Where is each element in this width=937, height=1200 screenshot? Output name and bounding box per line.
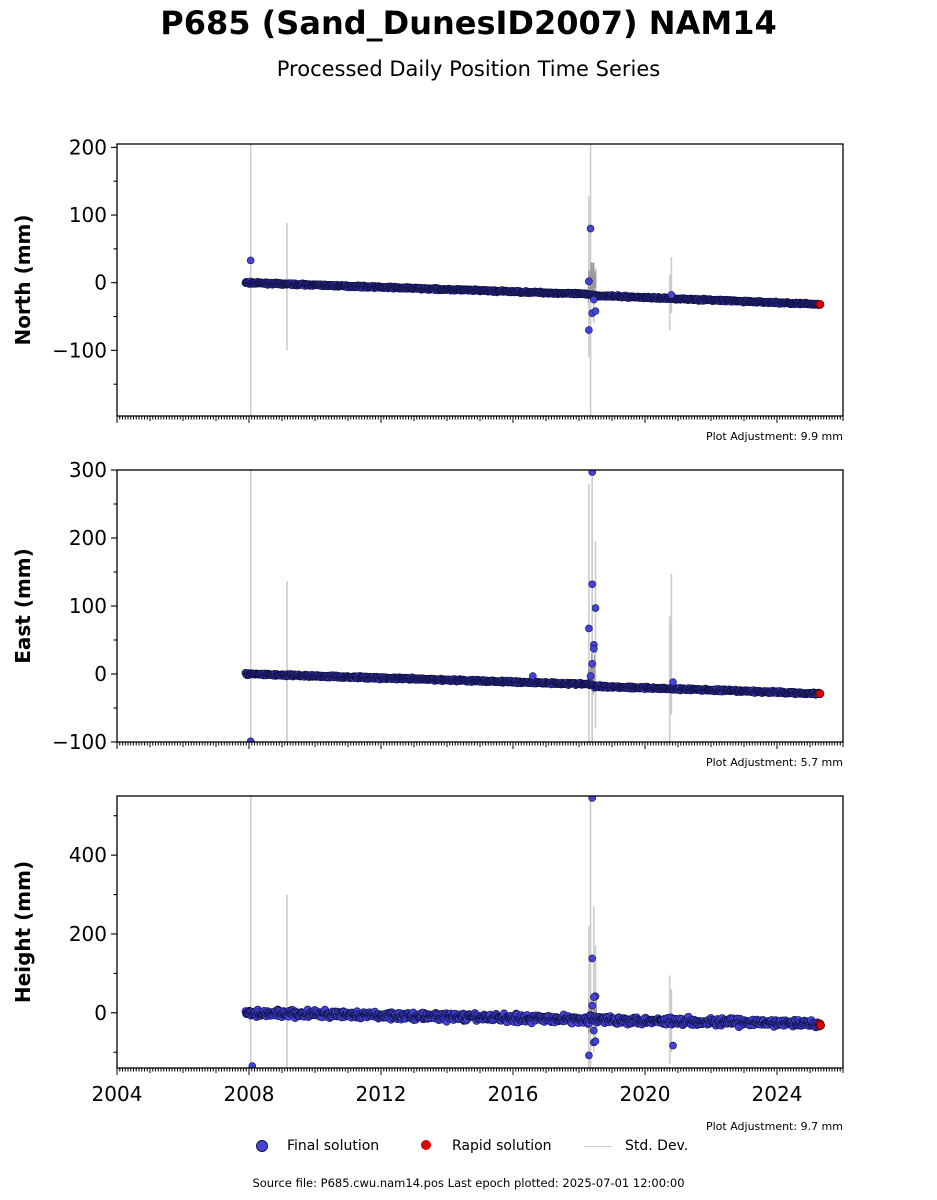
outlier-point bbox=[590, 295, 598, 304]
outlier-point bbox=[669, 678, 677, 686]
chart-title: P685 (Sand_DunesID2007) NAM14 bbox=[160, 4, 777, 42]
x-tick-label: 2024 bbox=[752, 1082, 803, 1106]
y-tick-label: 300 bbox=[69, 458, 107, 482]
outlier-point bbox=[590, 645, 598, 653]
y-tick-label: −100 bbox=[52, 338, 107, 362]
legend-final-marker bbox=[256, 1140, 268, 1152]
legend-final-label: Final solution bbox=[287, 1138, 380, 1154]
y-axis-label: Height (mm) bbox=[11, 861, 35, 1003]
outlier-point bbox=[588, 954, 597, 963]
y-tick-label: 200 bbox=[69, 135, 107, 159]
outlier-point bbox=[528, 672, 537, 680]
x-tick-label: 2020 bbox=[620, 1082, 671, 1106]
y-tick-label: 0 bbox=[94, 662, 107, 686]
rapid-point bbox=[815, 689, 825, 699]
outlier-point bbox=[248, 1062, 257, 1068]
x-tick-label: 2012 bbox=[356, 1082, 407, 1106]
outlier-point bbox=[667, 291, 676, 299]
plot-area-east bbox=[241, 470, 825, 742]
x-tick-label: 2004 bbox=[92, 1082, 143, 1106]
plot-adjustment-label: Plot Adjustment: 9.9 mm bbox=[706, 430, 843, 443]
panel-east: −100 0 100 200 300 East (mm) Plot Adjustment: … bbox=[11, 458, 844, 769]
outlier-point bbox=[585, 624, 593, 633]
outlier-point bbox=[585, 1051, 593, 1060]
outlier-point bbox=[246, 256, 255, 265]
y-tick-label: 100 bbox=[69, 203, 107, 227]
y-tick-label: 100 bbox=[69, 594, 107, 618]
outlier-point bbox=[588, 796, 596, 802]
plot-frame bbox=[116, 469, 844, 743]
outlier-point bbox=[588, 659, 597, 668]
outlier-point bbox=[588, 470, 596, 476]
panel-height: 0 200 400 2004 2008 2012 2016 2020 2024 Height (m… bbox=[11, 795, 844, 1133]
legend-rapid-marker bbox=[421, 1140, 431, 1150]
legend-stddev-label: Std. Dev. bbox=[625, 1138, 689, 1154]
outlier-point bbox=[585, 277, 593, 286]
outlier-point bbox=[591, 604, 600, 612]
plot-area-north bbox=[241, 144, 825, 416]
plot-frame bbox=[116, 143, 844, 417]
x-tick-label: 2016 bbox=[488, 1082, 539, 1106]
outlier-point bbox=[246, 737, 255, 742]
plot-adjustment-label: Plot Adjustment: 9.7 mm bbox=[706, 1120, 843, 1133]
rapid-point bbox=[816, 1021, 825, 1030]
y-axis-label: North (mm) bbox=[11, 214, 35, 345]
outlier-point bbox=[586, 672, 595, 680]
y-tick-label: 0 bbox=[94, 1001, 107, 1025]
outlier-point bbox=[588, 580, 597, 589]
outlier-point bbox=[590, 1026, 598, 1035]
legend-stddev-line bbox=[584, 1146, 612, 1147]
y-tick-label: 200 bbox=[69, 922, 107, 946]
y-tick-label: −100 bbox=[52, 730, 107, 754]
source-file-line: Source file: P685.cwu.nam14.pos Last epo… bbox=[252, 1176, 685, 1190]
outlier-point bbox=[588, 1001, 597, 1010]
outlier-point bbox=[585, 326, 593, 334]
panel-north: −100 0 100 200 North (mm) Plot Adjustment: 9.… bbox=[11, 135, 844, 443]
outlier-point bbox=[586, 224, 595, 233]
y-tick-label: 0 bbox=[94, 271, 107, 295]
plot-adjustment-label: Plot Adjustment: 5.7 mm bbox=[706, 756, 843, 769]
y-tick-label: 400 bbox=[69, 843, 107, 867]
outlier-point bbox=[591, 307, 600, 315]
y-axis-label: East (mm) bbox=[11, 548, 35, 664]
x-tick-label: 2008 bbox=[224, 1082, 275, 1106]
rapid-point bbox=[815, 299, 825, 309]
outlier-point bbox=[669, 1041, 677, 1050]
legend-rapid-label: Rapid solution bbox=[452, 1138, 552, 1154]
plot-area-height bbox=[241, 796, 825, 1068]
chart-subtitle: Processed Daily Position Time Series bbox=[276, 57, 661, 81]
outlier-point bbox=[590, 993, 598, 1001]
outlier-point bbox=[591, 1037, 600, 1045]
y-tick-label: 200 bbox=[69, 526, 107, 550]
